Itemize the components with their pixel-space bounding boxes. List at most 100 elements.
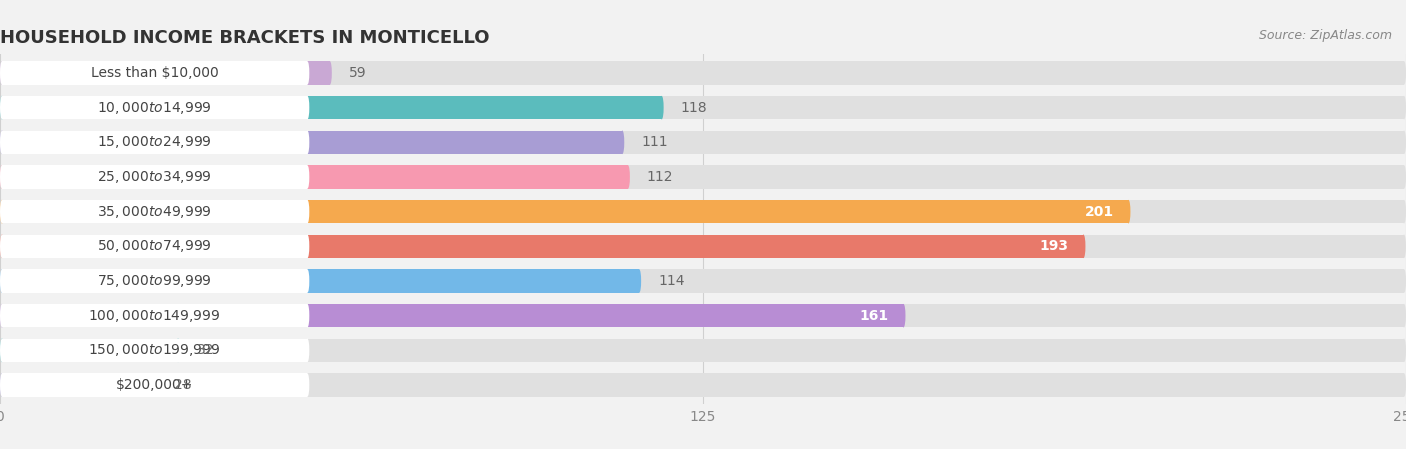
Text: $100,000 to $149,999: $100,000 to $149,999 bbox=[89, 308, 221, 324]
Text: $50,000 to $74,999: $50,000 to $74,999 bbox=[97, 238, 212, 254]
Text: 28: 28 bbox=[174, 378, 193, 392]
Ellipse shape bbox=[0, 269, 4, 293]
Bar bbox=[1, 234, 308, 258]
Text: $10,000 to $14,999: $10,000 to $14,999 bbox=[97, 100, 212, 116]
Ellipse shape bbox=[1126, 200, 1130, 224]
Ellipse shape bbox=[1402, 373, 1406, 397]
Ellipse shape bbox=[305, 339, 309, 362]
Bar bbox=[1, 269, 308, 293]
Ellipse shape bbox=[637, 269, 641, 293]
Bar bbox=[1, 200, 308, 224]
Ellipse shape bbox=[0, 165, 4, 189]
Bar bbox=[1, 165, 628, 189]
Bar bbox=[1, 165, 1405, 189]
Text: $25,000 to $34,999: $25,000 to $34,999 bbox=[97, 169, 212, 185]
Ellipse shape bbox=[0, 165, 4, 189]
Text: 161: 161 bbox=[859, 308, 889, 323]
Ellipse shape bbox=[0, 200, 4, 224]
Bar bbox=[1, 269, 1405, 293]
Text: $75,000 to $99,999: $75,000 to $99,999 bbox=[97, 273, 212, 289]
Ellipse shape bbox=[305, 269, 309, 293]
Ellipse shape bbox=[1402, 131, 1406, 154]
Text: 114: 114 bbox=[658, 274, 685, 288]
Text: 32: 32 bbox=[197, 343, 214, 357]
Bar bbox=[1, 131, 623, 154]
Bar bbox=[1, 234, 1084, 258]
Text: $200,000+: $200,000+ bbox=[115, 378, 194, 392]
Bar bbox=[1, 96, 308, 119]
Ellipse shape bbox=[0, 131, 4, 154]
Ellipse shape bbox=[1081, 234, 1085, 258]
Ellipse shape bbox=[0, 304, 4, 327]
Text: $150,000 to $199,999: $150,000 to $199,999 bbox=[89, 342, 221, 358]
Bar bbox=[1, 373, 1405, 397]
Bar bbox=[1, 96, 662, 119]
Ellipse shape bbox=[305, 131, 309, 154]
Ellipse shape bbox=[0, 234, 4, 258]
Ellipse shape bbox=[0, 339, 4, 362]
Ellipse shape bbox=[0, 304, 4, 327]
Bar bbox=[1, 269, 640, 293]
Ellipse shape bbox=[305, 304, 309, 327]
Bar bbox=[1, 234, 1405, 258]
Ellipse shape bbox=[305, 234, 309, 258]
Ellipse shape bbox=[0, 96, 4, 119]
Bar bbox=[1, 339, 179, 362]
Ellipse shape bbox=[176, 339, 180, 362]
Text: 118: 118 bbox=[681, 101, 707, 114]
Bar bbox=[1, 373, 156, 397]
Ellipse shape bbox=[0, 165, 4, 189]
Text: $35,000 to $49,999: $35,000 to $49,999 bbox=[97, 204, 212, 220]
Ellipse shape bbox=[328, 61, 332, 85]
Bar bbox=[1, 200, 1405, 224]
Ellipse shape bbox=[0, 61, 4, 85]
Text: 59: 59 bbox=[349, 66, 367, 80]
Ellipse shape bbox=[153, 373, 157, 397]
Text: 201: 201 bbox=[1084, 205, 1114, 219]
Text: HOUSEHOLD INCOME BRACKETS IN MONTICELLO: HOUSEHOLD INCOME BRACKETS IN MONTICELLO bbox=[0, 29, 489, 47]
Ellipse shape bbox=[1402, 200, 1406, 224]
Bar bbox=[1, 200, 1129, 224]
Ellipse shape bbox=[0, 373, 4, 397]
Bar bbox=[1, 304, 1405, 327]
Ellipse shape bbox=[305, 165, 309, 189]
Ellipse shape bbox=[1402, 165, 1406, 189]
Bar bbox=[1, 61, 330, 85]
Bar bbox=[1, 339, 1405, 362]
Ellipse shape bbox=[0, 304, 4, 327]
Bar bbox=[1, 96, 1405, 119]
Bar bbox=[1, 61, 1405, 85]
Bar bbox=[1, 304, 308, 327]
Bar bbox=[1, 339, 308, 362]
Ellipse shape bbox=[901, 304, 905, 327]
Ellipse shape bbox=[0, 131, 4, 154]
Ellipse shape bbox=[626, 165, 630, 189]
Ellipse shape bbox=[0, 61, 4, 85]
Ellipse shape bbox=[0, 61, 4, 85]
Ellipse shape bbox=[0, 234, 4, 258]
Ellipse shape bbox=[0, 269, 4, 293]
Ellipse shape bbox=[0, 339, 4, 362]
Ellipse shape bbox=[1402, 96, 1406, 119]
Ellipse shape bbox=[0, 373, 4, 397]
Ellipse shape bbox=[1402, 61, 1406, 85]
Bar bbox=[1, 165, 308, 189]
Ellipse shape bbox=[0, 269, 4, 293]
Ellipse shape bbox=[0, 96, 4, 119]
Ellipse shape bbox=[0, 200, 4, 224]
Text: 193: 193 bbox=[1039, 239, 1069, 253]
Ellipse shape bbox=[0, 96, 4, 119]
Ellipse shape bbox=[620, 131, 624, 154]
Ellipse shape bbox=[305, 96, 309, 119]
Text: Less than $10,000: Less than $10,000 bbox=[91, 66, 218, 80]
Ellipse shape bbox=[0, 373, 4, 397]
Bar bbox=[1, 131, 308, 154]
Ellipse shape bbox=[305, 61, 309, 85]
Text: $15,000 to $24,999: $15,000 to $24,999 bbox=[97, 134, 212, 150]
Ellipse shape bbox=[0, 131, 4, 154]
Ellipse shape bbox=[0, 200, 4, 224]
Ellipse shape bbox=[305, 373, 309, 397]
Text: Source: ZipAtlas.com: Source: ZipAtlas.com bbox=[1258, 29, 1392, 42]
Bar bbox=[1, 61, 308, 85]
Bar bbox=[1, 373, 308, 397]
